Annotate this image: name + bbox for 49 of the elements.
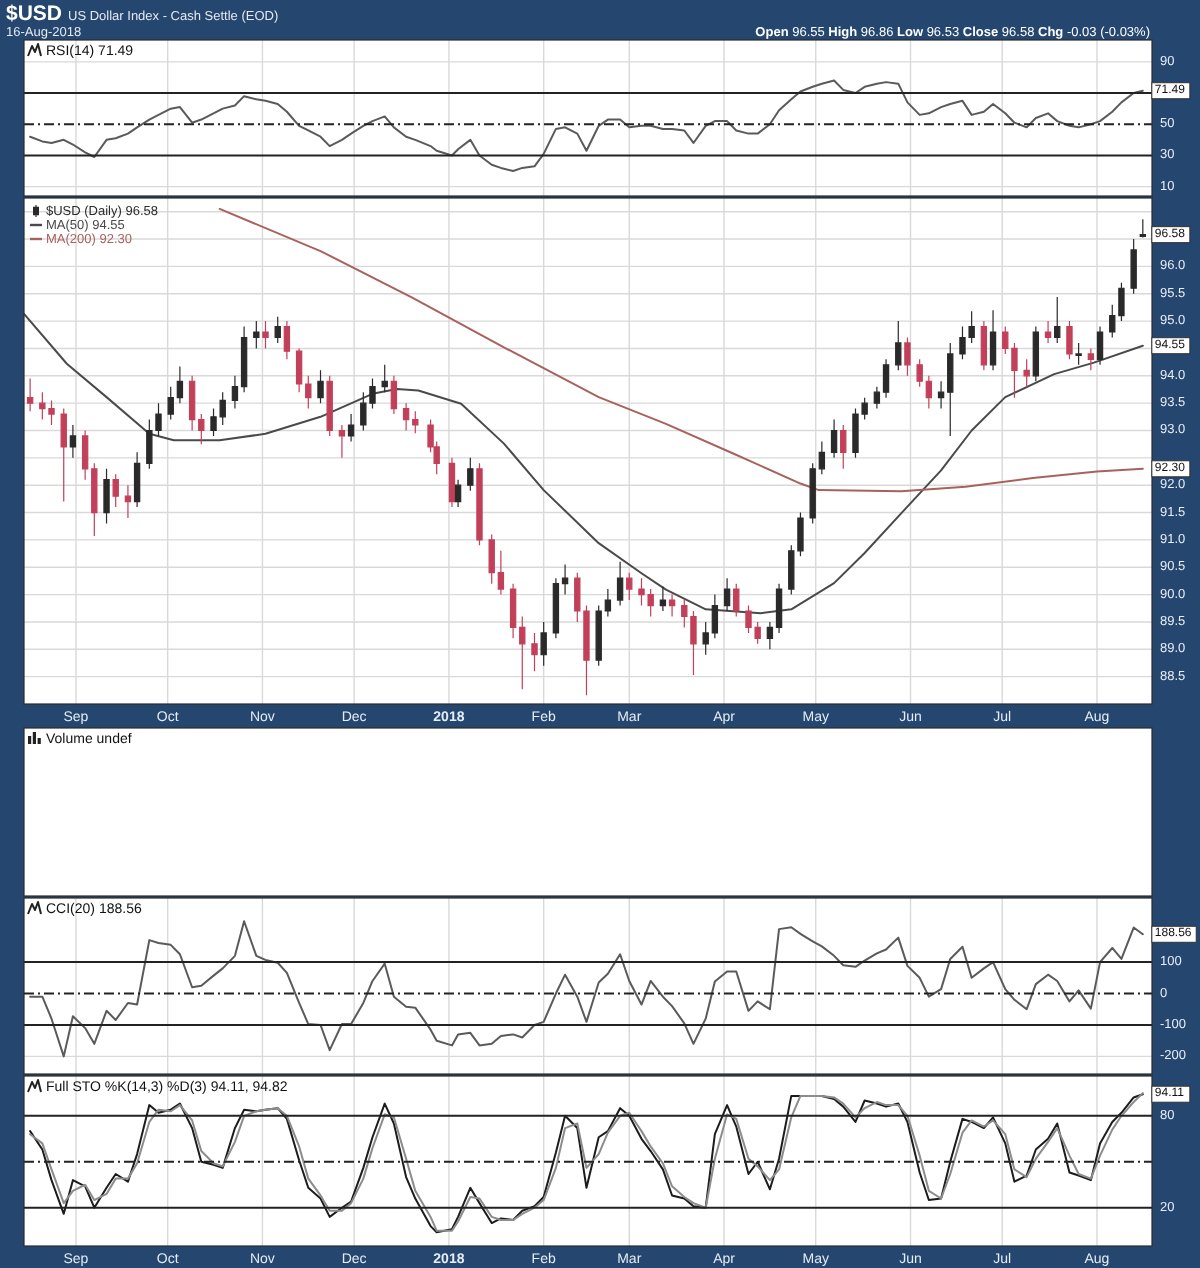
candlestick bbox=[1139, 218, 1147, 238]
candlestick bbox=[133, 451, 141, 508]
candlestick bbox=[904, 336, 911, 377]
candlestick bbox=[723, 577, 731, 612]
candlestick bbox=[326, 375, 333, 437]
line-series bbox=[29, 79, 1144, 173]
candlestick bbox=[112, 473, 119, 508]
line-series bbox=[218, 207, 1144, 493]
candlestick bbox=[283, 320, 291, 360]
candlestick bbox=[1044, 320, 1052, 344]
candlestick bbox=[1066, 320, 1073, 360]
candlestick bbox=[124, 484, 132, 519]
candlestick bbox=[1096, 325, 1104, 366]
candlestick bbox=[659, 585, 667, 612]
candlestick bbox=[103, 468, 110, 525]
candlestick bbox=[989, 309, 997, 371]
candlestick bbox=[668, 593, 676, 618]
candlestick bbox=[895, 320, 902, 371]
candlestick bbox=[262, 320, 269, 350]
candlestick bbox=[1054, 296, 1061, 344]
candlestick bbox=[1130, 238, 1137, 295]
candlestick bbox=[1075, 342, 1082, 366]
candlestick bbox=[626, 572, 633, 601]
candlestick bbox=[476, 462, 483, 546]
candlestick bbox=[540, 621, 547, 667]
candlestick bbox=[830, 418, 838, 459]
candlestick bbox=[381, 364, 388, 393]
line-series bbox=[29, 920, 1144, 1058]
candlestick bbox=[390, 375, 398, 415]
candlestick bbox=[531, 632, 538, 672]
candlestick bbox=[980, 320, 988, 371]
candlestick bbox=[467, 457, 474, 492]
candlestick bbox=[60, 408, 67, 503]
candlestick bbox=[454, 479, 462, 508]
candlestick bbox=[616, 561, 624, 607]
candlestick bbox=[274, 316, 281, 344]
candlestick bbox=[26, 377, 34, 412]
line-series bbox=[23, 312, 1144, 615]
candlestick bbox=[338, 424, 346, 459]
candlestick bbox=[69, 424, 77, 459]
text: $USD bbox=[6, 2, 63, 26]
candlestick bbox=[317, 369, 324, 404]
candlestick bbox=[253, 320, 260, 350]
candlestick bbox=[1087, 347, 1095, 371]
candlestick bbox=[733, 583, 740, 618]
candlestick bbox=[840, 424, 847, 470]
candlestick bbox=[448, 457, 456, 508]
candlestick bbox=[1023, 358, 1030, 388]
candlestick bbox=[347, 413, 355, 443]
